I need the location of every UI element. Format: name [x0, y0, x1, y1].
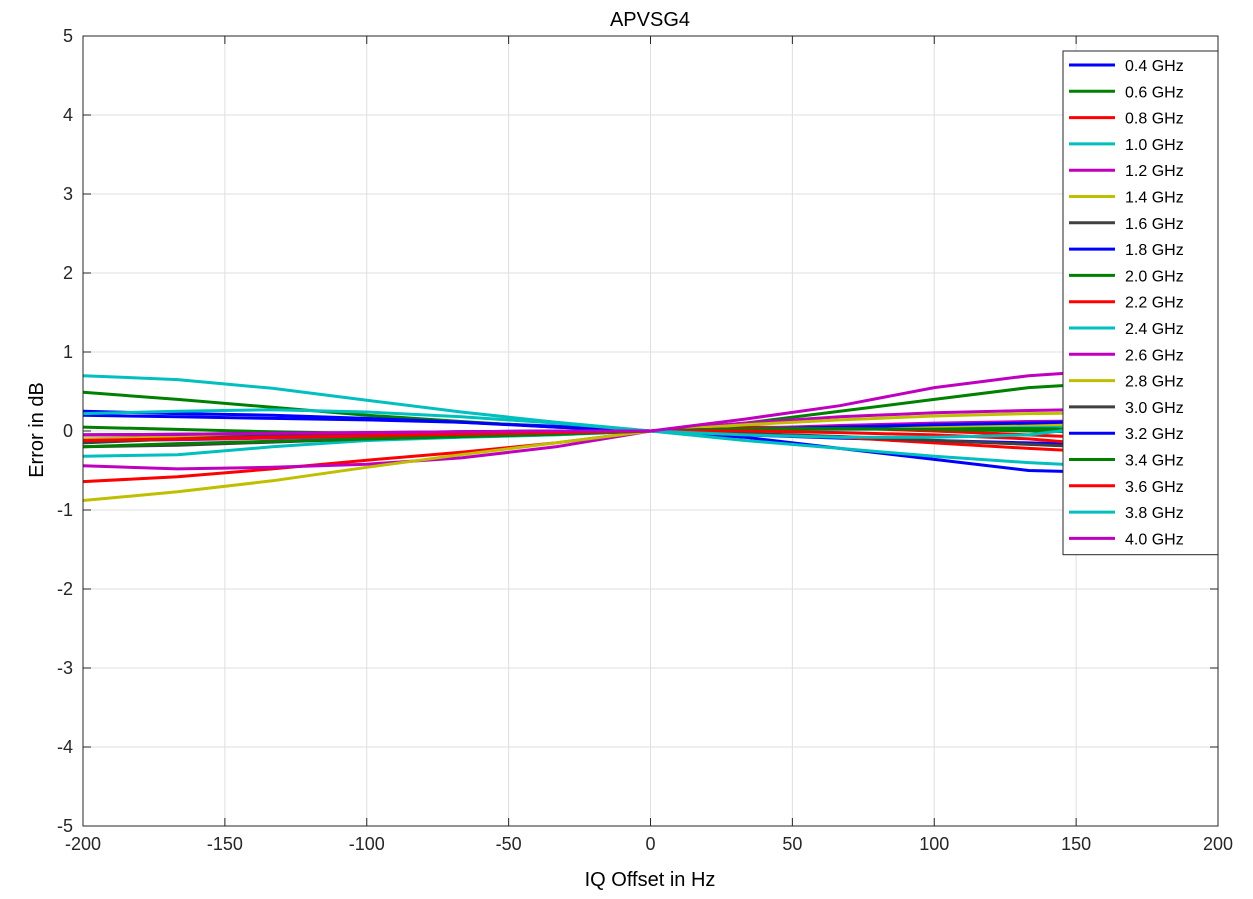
legend: 0.4 GHz 0.6 GHz 0.8 GHz 1.0 GHz 1.2 GHz 1.4 G…: [1062, 50, 1219, 556]
legend-label: 2.6 GHz: [1125, 347, 1184, 364]
legend-label: 1.0 GHz: [1125, 137, 1184, 154]
y-tick-label: -2: [57, 579, 73, 599]
legend-label: 2.8 GHz: [1125, 374, 1184, 391]
x-tick-label: 200: [1203, 834, 1233, 854]
legend-label: 0.6 GHz: [1125, 84, 1184, 101]
x-axis-label: IQ Offset in Hz: [585, 869, 716, 891]
x-tick-label: -150: [207, 834, 243, 854]
legend-label: 3.6 GHz: [1125, 479, 1184, 496]
y-tick-label: 4: [63, 105, 73, 125]
legend-label: 0.8 GHz: [1125, 111, 1184, 128]
x-tick-label: 50: [782, 834, 802, 854]
y-tick-label: 5: [63, 26, 73, 46]
legend-label: 1.4 GHz: [1125, 190, 1184, 207]
x-tick-label: -100: [349, 834, 385, 854]
x-tick-label: 0: [645, 834, 655, 854]
y-tick-label: -5: [57, 816, 73, 836]
series-group: [82, 364, 1219, 502]
legend-label: 3.0 GHz: [1125, 400, 1184, 417]
legend-label: 0.4 GHz: [1125, 58, 1184, 75]
legend-label: 4.0 GHz: [1125, 531, 1184, 548]
y-tick-label: 2: [63, 263, 73, 283]
x-tick-label: 150: [1061, 834, 1091, 854]
legend-label: 3.8 GHz: [1125, 505, 1184, 522]
tick-labels: -200 -150 -100 -50 0 50 100 150 200 -5 -4 -3 -2 -1 0 1 2…: [57, 26, 1233, 854]
x-tick-label: 100: [919, 834, 949, 854]
legend-label: 2.2 GHz: [1125, 295, 1184, 312]
y-axis-label: Error in dB: [26, 382, 48, 478]
legend-label: 1.2 GHz: [1125, 163, 1184, 180]
legend-label: 3.4 GHz: [1125, 453, 1184, 470]
chart-title: APVSG4: [610, 9, 690, 31]
y-tick-label: 1: [63, 342, 73, 362]
legend-label: 2.0 GHz: [1125, 268, 1184, 285]
x-tick-label: -200: [65, 834, 101, 854]
series-line-18: [82, 364, 1219, 437]
y-tick-label: -1: [57, 500, 73, 520]
y-tick-label: -3: [57, 658, 73, 678]
y-tick-label: -4: [57, 737, 73, 757]
x-tick-label: -50: [496, 834, 522, 854]
legend-label: 2.4 GHz: [1125, 321, 1184, 338]
plot-area: [82, 35, 1219, 827]
legend-label: 1.8 GHz: [1125, 242, 1184, 259]
y-tick-label: 0: [63, 421, 73, 441]
legend-label: 3.2 GHz: [1125, 426, 1184, 443]
y-tick-label: 3: [63, 184, 73, 204]
legend-label: 1.6 GHz: [1125, 216, 1184, 233]
